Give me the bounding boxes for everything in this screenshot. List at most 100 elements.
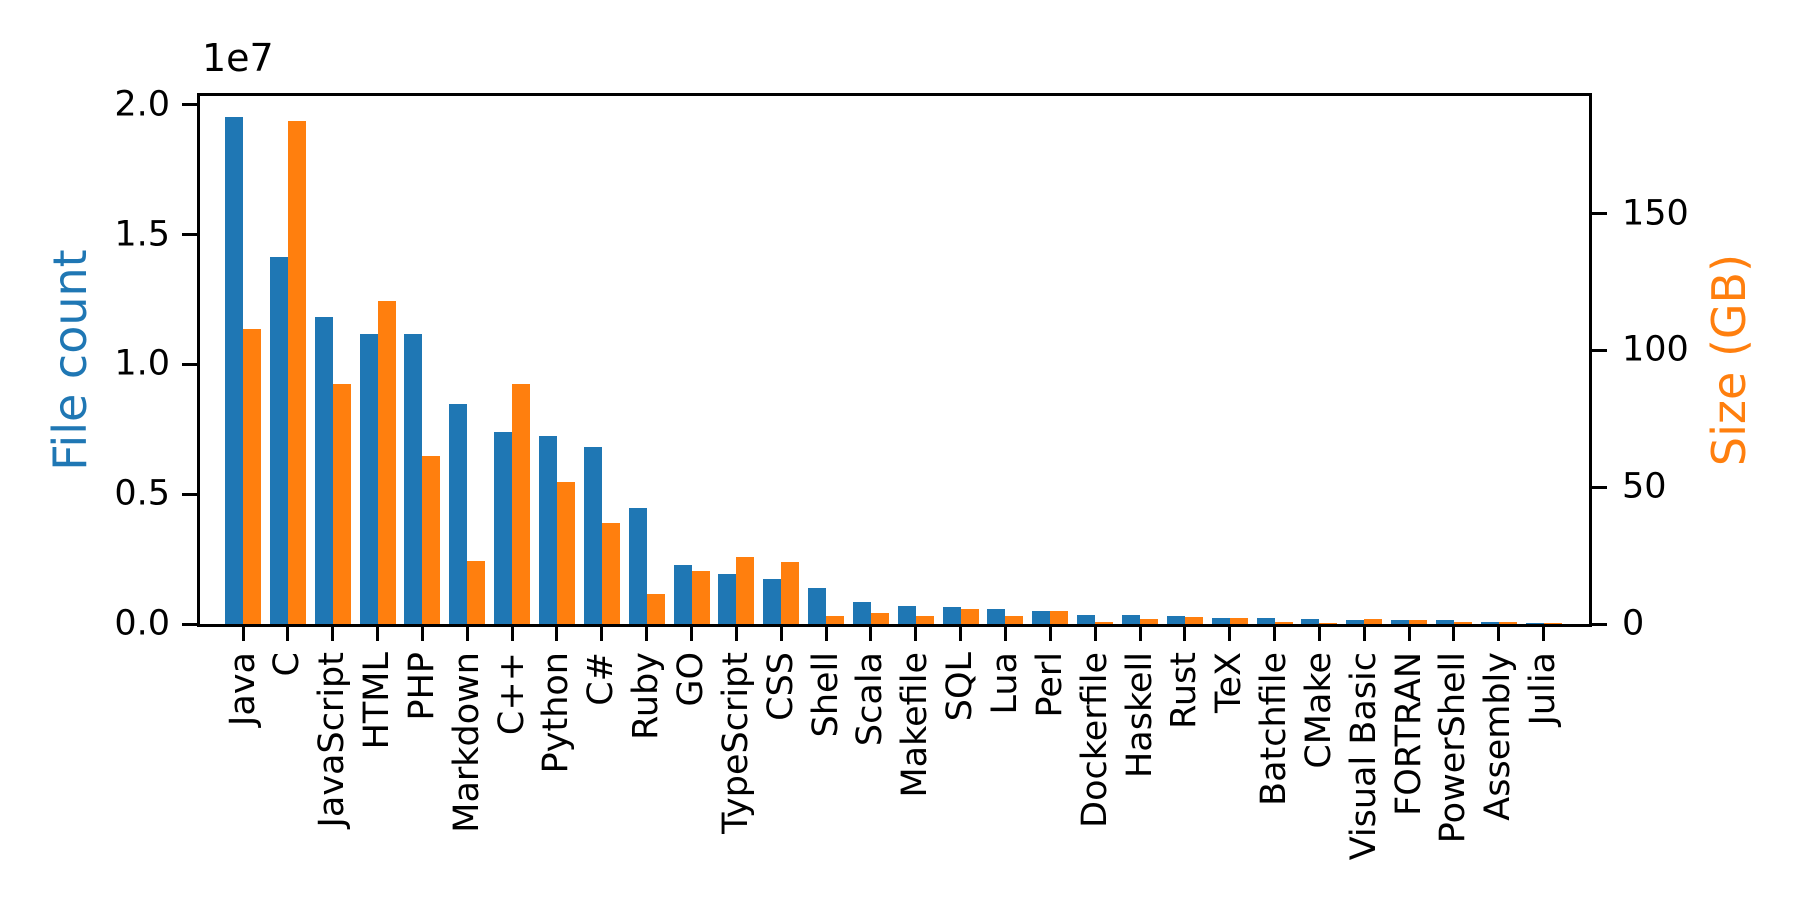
bar-go-size-gb	[691, 571, 710, 624]
bar-c-file-count	[494, 432, 513, 624]
x-axis-tick	[824, 627, 828, 641]
right-axis-tick-label: 100	[1622, 329, 1689, 370]
left-axis-tick	[182, 103, 197, 107]
x-axis-tick	[1273, 627, 1277, 641]
x-axis-tick	[1048, 627, 1052, 641]
x-axis-tick	[1138, 627, 1142, 641]
x-axis-tick-label-go: GO	[671, 652, 711, 707]
x-axis-tick-label-powershell: PowerShell	[1433, 652, 1474, 844]
x-axis-tick-label-makefile: Makefile	[895, 652, 936, 798]
x-axis-tick-label-haskell: Haskell	[1119, 652, 1160, 779]
bar-sql-size-gb	[960, 608, 979, 624]
bar-c-file-count	[583, 447, 602, 624]
bar-visual-basic-size-gb	[1364, 618, 1383, 624]
x-axis-tick-label-css: CSS	[760, 652, 801, 721]
bar-tex-file-count	[1211, 617, 1230, 624]
x-axis-tick	[555, 627, 559, 641]
bar-julia-size-gb	[1543, 623, 1562, 624]
bar-java-size-gb	[243, 329, 261, 624]
x-axis-tick-label-javascript: JavaScript	[312, 652, 353, 828]
x-axis-tick	[420, 627, 424, 641]
x-axis-tick	[1497, 627, 1501, 641]
x-axis-tick	[465, 627, 469, 641]
x-axis-tick	[1407, 627, 1411, 641]
left-axis-tick-label: 1.5	[114, 214, 170, 255]
left-axis-tick	[182, 233, 197, 237]
bar-batchfile-size-gb	[1274, 622, 1293, 624]
bar-javascript-file-count	[314, 316, 333, 624]
right-axis-tick	[1592, 212, 1607, 216]
bar-lua-size-gb	[1005, 616, 1024, 624]
left-axis-tick	[182, 492, 197, 496]
bar-haskell-file-count	[1122, 615, 1140, 624]
bar-scala-file-count	[852, 602, 871, 624]
bar-powershell-size-gb	[1453, 622, 1472, 624]
bar-css-file-count	[763, 579, 782, 624]
bar-typescript-file-count	[718, 573, 737, 624]
bar-julia-file-count	[1525, 622, 1544, 624]
x-axis-tick-label-java: Java	[222, 652, 263, 726]
left-axis-tick-label: 1.0	[114, 343, 170, 384]
bar-c-file-count	[269, 256, 288, 624]
bar-perl-file-count	[1032, 611, 1051, 624]
x-axis-tick-label-c: C	[267, 652, 308, 677]
bars-layer	[200, 96, 1589, 624]
x-axis-tick-label-visual-basic: Visual Basic	[1343, 652, 1384, 861]
bar-java-file-count	[225, 116, 243, 624]
x-axis-tick	[734, 627, 738, 641]
x-axis-tick-label-typescript: TypeScript	[715, 652, 756, 834]
x-axis-tick-label-julia: Julia	[1523, 652, 1564, 726]
x-axis-tick	[959, 627, 963, 641]
x-axis-tick-label-lua: Lua	[984, 652, 1025, 715]
bar-rust-size-gb	[1184, 616, 1203, 624]
bar-lua-file-count	[987, 609, 1006, 624]
x-axis-tick-label-tex: TeX	[1209, 652, 1250, 713]
x-axis-tick	[286, 627, 290, 641]
x-axis-tick	[690, 627, 693, 641]
x-axis-tick	[1183, 627, 1187, 641]
x-axis-tick	[1452, 627, 1456, 641]
bar-scala-size-gb	[870, 613, 889, 624]
left-axis-tick-label: 0.5	[114, 473, 170, 514]
x-axis-tick-label-cmake: CMake	[1298, 652, 1339, 769]
x-axis-tick-label-python: Python	[536, 652, 577, 774]
bar-makefile-size-gb	[915, 616, 934, 624]
left-axis-tick-label: 2.0	[114, 84, 170, 125]
bar-ruby-file-count	[628, 507, 647, 624]
x-axis-tick-label-php: PHP	[401, 652, 442, 721]
x-axis-tick	[779, 627, 783, 641]
bar-cmake-file-count	[1301, 619, 1320, 624]
x-axis-tick-label-scala: Scala	[850, 652, 891, 747]
bar-php-file-count	[404, 333, 423, 624]
x-axis-tick	[376, 627, 380, 641]
bar-rust-file-count	[1166, 615, 1185, 624]
left-axis-offset-label: 1e7	[202, 36, 274, 80]
bar-makefile-file-count	[897, 606, 916, 624]
x-axis-tick	[1317, 627, 1321, 641]
bar-c-size-gb	[601, 523, 620, 624]
bar-cmake-size-gb	[1319, 622, 1338, 624]
bar-html-size-gb	[377, 300, 396, 624]
right-axis-label: Size (GB)	[1702, 253, 1756, 467]
bar-batchfile-file-count	[1256, 617, 1275, 624]
bar-assembly-file-count	[1480, 621, 1499, 624]
x-axis-tick-label-rust: Rust	[1164, 652, 1205, 729]
x-axis-tick	[1003, 627, 1007, 641]
x-axis-tick-label-fortran: FORTRAN	[1388, 652, 1429, 816]
x-axis-tick-label-shell: Shell	[805, 652, 846, 738]
left-axis-tick-label: 0.0	[114, 603, 170, 644]
bar-go-file-count	[673, 565, 692, 624]
bar-fortran-size-gb	[1409, 619, 1428, 624]
x-axis-tick-label-c: C++	[491, 652, 532, 736]
bar-haskell-size-gb	[1140, 618, 1158, 624]
right-axis-tick	[1592, 348, 1607, 352]
right-axis-tick-label: 0	[1622, 603, 1645, 644]
x-axis-tick-label-sql: SQL	[940, 652, 981, 722]
x-axis-tick	[1542, 627, 1546, 641]
x-axis-tick	[1362, 627, 1366, 641]
x-axis-tick-label-dockerfile: Dockerfile	[1074, 652, 1115, 828]
x-axis-tick	[1228, 627, 1232, 641]
bar-css-size-gb	[781, 562, 800, 624]
bar-python-file-count	[538, 436, 557, 624]
